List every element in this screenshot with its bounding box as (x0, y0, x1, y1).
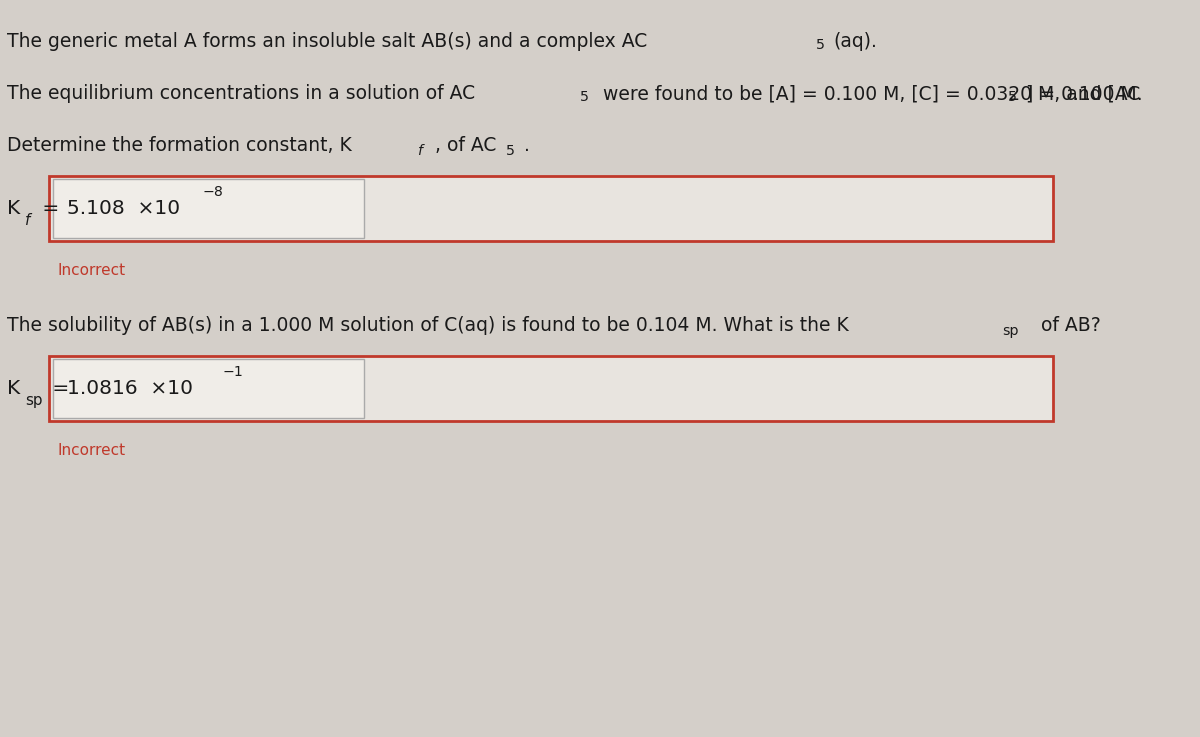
FancyBboxPatch shape (49, 356, 1052, 421)
Text: =: = (36, 199, 59, 218)
Text: 5: 5 (580, 90, 589, 104)
Text: 5: 5 (1008, 90, 1018, 104)
Text: .: . (524, 136, 530, 155)
Text: −8: −8 (203, 184, 223, 198)
Text: 1.0816  ×10: 1.0816 ×10 (67, 379, 193, 398)
Text: were found to be [A] = 0.100 M, [C] = 0.0320 M, and [AC: were found to be [A] = 0.100 M, [C] = 0.… (596, 84, 1140, 103)
Text: Incorrect: Incorrect (58, 263, 126, 278)
Text: ] = 0.100 M.: ] = 0.100 M. (1026, 84, 1142, 103)
Text: sp: sp (1002, 324, 1019, 338)
Text: (aq).: (aq). (833, 32, 877, 51)
Text: The solubility of AB(s) in a 1.000 M solution of C(aq) is found to be 0.104 M. W: The solubility of AB(s) in a 1.000 M sol… (7, 316, 848, 335)
Text: of AB?: of AB? (1034, 316, 1100, 335)
FancyBboxPatch shape (49, 176, 1052, 241)
Text: The equilibrium concentrations in a solution of AC: The equilibrium concentrations in a solu… (7, 84, 475, 103)
Text: K: K (7, 379, 20, 398)
Text: The generic metal A forms an insoluble salt AB(s) and a complex AC: The generic metal A forms an insoluble s… (7, 32, 647, 51)
Text: Determine the formation constant, K: Determine the formation constant, K (7, 136, 352, 155)
Text: , of AC: , of AC (436, 136, 497, 155)
Text: 5: 5 (816, 38, 824, 52)
FancyBboxPatch shape (53, 179, 364, 238)
Text: Incorrect: Incorrect (58, 443, 126, 458)
Text: 5.108  ×10: 5.108 ×10 (67, 199, 180, 218)
Text: K: K (7, 199, 20, 218)
Text: f: f (418, 144, 422, 158)
FancyBboxPatch shape (53, 359, 364, 418)
Text: 5: 5 (506, 144, 515, 158)
Text: −1: −1 (222, 365, 242, 379)
Text: f: f (25, 213, 30, 228)
Text: =: = (46, 379, 70, 398)
Text: sp: sp (25, 393, 42, 408)
